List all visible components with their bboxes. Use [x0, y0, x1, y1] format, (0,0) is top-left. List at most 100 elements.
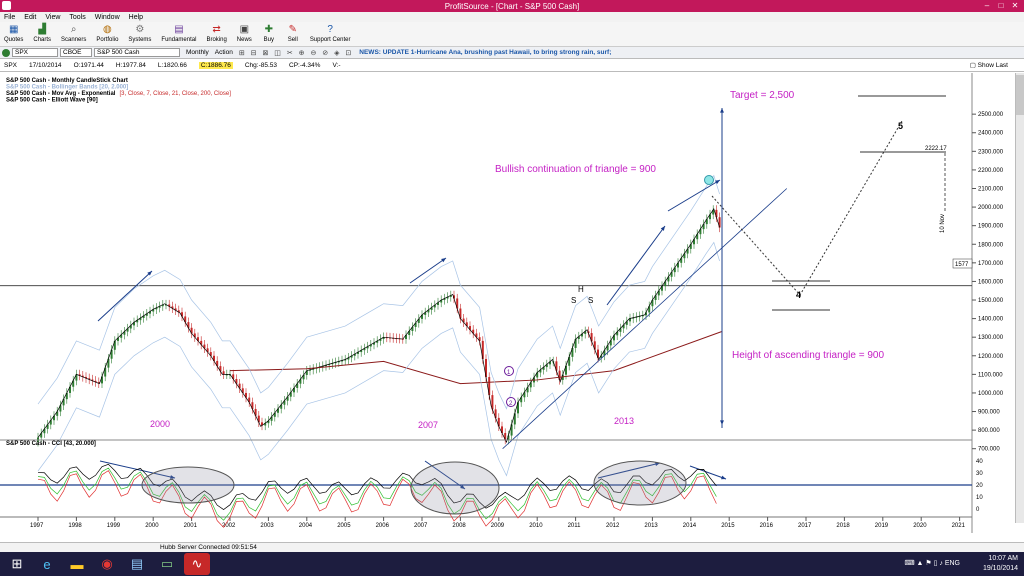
- triangle-height-label: Height of ascending triangle = 900: [732, 350, 884, 361]
- candle-body: [501, 426, 503, 433]
- close-button[interactable]: ✕: [1011, 1, 1019, 10]
- price-tick-label: 1000.000: [978, 391, 1004, 397]
- symbol-badge-icon: [2, 48, 10, 57]
- toolbar-fundamental[interactable]: ▤ Fundamental: [161, 24, 197, 43]
- menu-file[interactable]: File: [4, 13, 16, 21]
- candle-body: [526, 387, 529, 393]
- candle-body: [232, 374, 235, 380]
- menu-view[interactable]: View: [45, 13, 61, 21]
- explorer-icon[interactable]: ▬: [70, 556, 84, 572]
- price-tick-label: 1800.000: [978, 242, 1004, 248]
- price-tick-label: 800.000: [978, 428, 1000, 434]
- price-1577-box: [952, 258, 973, 269]
- price-tick-label: 2100.000: [978, 186, 1004, 192]
- toolbar-news[interactable]: ▣ News: [236, 24, 252, 43]
- candle-body: [273, 412, 276, 417]
- maximize-button[interactable]: □: [998, 1, 1004, 10]
- window-title: ProfitSource - [Chart - S&P 500 Cash]: [444, 1, 580, 11]
- ie-icon[interactable]: e: [43, 556, 51, 572]
- legend-item: S&P 500 Cash - Mov Avg - Exponential [3, …: [6, 91, 231, 97]
- toolbar-support[interactable]: ? Support Center: [309, 24, 351, 43]
- chart-area[interactable]: S&P 500 Cash - Monthly CandleStick Chart…: [0, 73, 1024, 533]
- price-tick-label: 2500.000: [978, 112, 1004, 118]
- menu-help[interactable]: Help: [128, 13, 144, 21]
- terminal-icon[interactable]: ▭: [160, 556, 174, 571]
- price-2222-label: 2222.17: [925, 146, 947, 152]
- clock[interactable]: 10:07 AM 19/10/2014: [982, 555, 1018, 572]
- candle-body: [437, 302, 439, 305]
- cci-tick-label: 10: [976, 495, 983, 501]
- candle-body: [661, 286, 663, 291]
- candle-body: [257, 415, 260, 423]
- candle-body: [309, 369, 311, 371]
- time-tick-label: 2014: [683, 523, 697, 529]
- security-name-field[interactable]: S&P 500 Cash: [94, 48, 180, 57]
- candle-body: [702, 224, 705, 230]
- news-ticker[interactable]: NEWS: UPDATE 1-Hurricane Ana, brushing p…: [359, 49, 612, 56]
- candle-body: [357, 352, 359, 354]
- candle-body: [225, 374, 228, 376]
- menu-edit[interactable]: Edit: [24, 13, 37, 21]
- candle-body: [142, 315, 145, 318]
- candle-body: [667, 276, 670, 282]
- action-menu[interactable]: Action: [214, 49, 233, 56]
- show-last-button[interactable]: ▢ Show Last: [969, 62, 1008, 69]
- profitsource-icon[interactable]: ∿: [184, 553, 210, 575]
- menu-tools[interactable]: Tools: [69, 13, 86, 21]
- nov-date-label: 10 Nov: [940, 214, 946, 233]
- wave-1-label: 1: [507, 370, 511, 376]
- windows-start-icon[interactable]: ⊞: [11, 556, 23, 571]
- candle-body: [136, 320, 139, 323]
- candle-body: [120, 334, 123, 338]
- system-tray-icons[interactable]: ⌨ ▲ ⚑ ▯ ♪ ENG: [904, 560, 960, 567]
- exchange-select[interactable]: CBOE: [60, 48, 92, 57]
- info-date: 17/10/2014: [29, 62, 62, 69]
- candle-body: [110, 349, 113, 359]
- notepad-icon[interactable]: ▤: [130, 556, 144, 571]
- candle-body: [350, 355, 353, 358]
- toolbar-quotes[interactable]: ▦ Quotes: [4, 24, 24, 43]
- symbol-input[interactable]: SPX: [12, 48, 58, 57]
- candle-body: [689, 244, 692, 249]
- time-tick-label: 2004: [299, 523, 313, 529]
- scrollbar-thumb[interactable]: [1016, 75, 1024, 115]
- candle-body: [123, 331, 126, 335]
- toolbar-broking[interactable]: ⇄ Broking: [206, 24, 227, 43]
- candle-body: [408, 330, 411, 336]
- toolbar-systems[interactable]: ⚙ Systems: [128, 24, 152, 43]
- price-axis: 2500.000 2400.000 2300.000 2200.000 2100.000…: [972, 112, 1004, 453]
- time-tick-label: 2016: [760, 523, 774, 529]
- candle-body: [305, 370, 308, 375]
- minimize-button[interactable]: –: [984, 1, 990, 10]
- candle-body: [625, 321, 628, 325]
- ema-21-line: [37, 208, 720, 444]
- toolbar-charts[interactable]: ▟ Charts: [33, 24, 52, 43]
- time-tick-label: 2007: [414, 523, 428, 529]
- buy-icon: ✚: [264, 24, 273, 35]
- candle-body: [334, 362, 337, 364]
- candle-body: [622, 324, 625, 329]
- toolbar-sell[interactable]: ✎ Sell: [287, 24, 298, 43]
- candle-body: [699, 229, 702, 235]
- candle-body: [203, 344, 206, 349]
- candle-body: [443, 298, 446, 301]
- fundamental-icon: ▤: [174, 24, 184, 35]
- candle-body: [353, 353, 356, 356]
- vertical-scrollbar[interactable]: [1015, 73, 1024, 523]
- chrome-icon[interactable]: ◉: [101, 556, 113, 571]
- time-tick-label: 2012: [606, 523, 620, 529]
- period-select[interactable]: Monthly: [186, 49, 209, 56]
- menu-window[interactable]: Window: [94, 13, 120, 21]
- tool-icons[interactable]: ⊞ ⊟ ⊠ ◫ ✂ ⊕ ⊖ ⊘ ◈ ⊡: [238, 49, 354, 57]
- toolbar-buy[interactable]: ✚ Buy: [263, 24, 274, 43]
- toolbar-portfolio[interactable]: ◍ Portfolio: [96, 24, 119, 43]
- candle-body: [382, 337, 385, 340]
- price-tick-label: 2200.000: [978, 168, 1004, 174]
- time-tick-label: 2000: [145, 523, 159, 529]
- price-chart[interactable]: S&P 500 Cash - Monthly CandleStick Chart…: [0, 73, 1024, 533]
- toolbar-scanners[interactable]: ⌕ Scanners: [61, 24, 87, 43]
- candle-body: [238, 383, 241, 389]
- time-tick-label: 2015: [721, 523, 735, 529]
- year-2007-label: 2007: [418, 420, 438, 430]
- candle-body: [270, 416, 273, 421]
